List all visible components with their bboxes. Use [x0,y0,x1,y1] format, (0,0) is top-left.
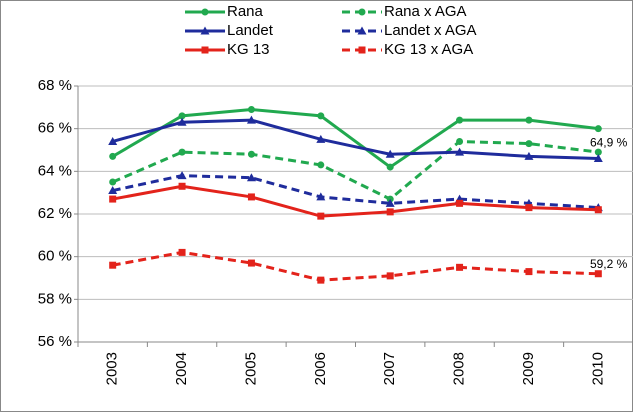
data-point [177,171,187,180]
legend-marker [200,26,210,35]
data-point [108,136,118,145]
legend-label: KG 13 x AGA [384,41,473,58]
series-line [112,118,599,161]
data-point [109,195,117,203]
data-point [594,206,602,214]
data-point [247,259,255,267]
legend-marker [358,8,366,16]
data-point [525,116,533,124]
y-tick-label: 58 % [38,290,72,307]
data-point [594,148,602,156]
legend-label: KG 13 [227,41,270,58]
data-point [386,272,394,280]
data-point [316,134,326,143]
data-point [178,248,186,256]
legend-marker [358,46,366,54]
data-point [246,115,256,124]
x-tick-label: 2007 [381,352,398,385]
legend-label: Rana x AGA [384,3,467,20]
x-tick-label: 2003 [104,352,121,385]
legend-marker [201,8,209,16]
data-point [247,150,255,158]
x-tick-label: 2004 [173,352,190,385]
data-point [109,261,117,269]
data-point [178,112,186,120]
x-tick-label: 2009 [520,352,537,385]
data-point [316,192,326,201]
data-point [317,112,325,120]
x-tick-label: 2005 [242,352,259,385]
data-label: 64,9 % [590,135,628,149]
y-tick-label: 66 % [38,120,72,137]
y-tick-label: 62 % [38,205,72,222]
data-point [456,116,464,124]
data-point [247,105,255,113]
legend-marker [357,26,367,35]
data-point [594,270,602,278]
x-tick-label: 2008 [451,352,468,385]
data-point [524,151,534,160]
data-point [525,268,533,276]
series-line [112,174,599,210]
series-line [111,107,599,169]
data-point [386,163,394,171]
y-tick-label: 56 % [38,333,72,350]
data-point [456,137,464,145]
data-point [317,161,325,169]
data-label: 59,2 % [590,257,628,271]
data-point [525,140,533,148]
data-point [593,154,603,163]
series-line [112,184,599,218]
legend-marker [201,46,209,54]
series-line [112,250,599,282]
legend-label: Rana [227,3,264,20]
data-point [177,117,187,126]
data-point [109,178,117,186]
data-point [385,149,395,158]
data-point [455,147,465,156]
x-tick-label: 2006 [312,352,329,385]
x-tick-label: 2010 [589,352,606,385]
y-tick-label: 68 % [38,77,72,94]
data-point [386,208,394,216]
data-point [178,182,186,190]
legend-label: Landet [227,22,274,39]
legend-label: Landet x AGA [384,22,477,39]
data-point [317,212,325,220]
data-point [385,198,395,207]
data-point [178,148,186,156]
series-line [112,139,599,201]
data-point [317,276,325,284]
data-point [247,193,255,201]
data-point [246,173,256,182]
data-point [109,152,117,160]
data-point [525,204,533,212]
y-tick-label: 60 % [38,248,72,265]
data-point [594,125,602,133]
data-point [456,199,464,207]
data-point [456,263,464,271]
data-point [108,186,118,195]
y-tick-label: 64 % [38,162,72,179]
